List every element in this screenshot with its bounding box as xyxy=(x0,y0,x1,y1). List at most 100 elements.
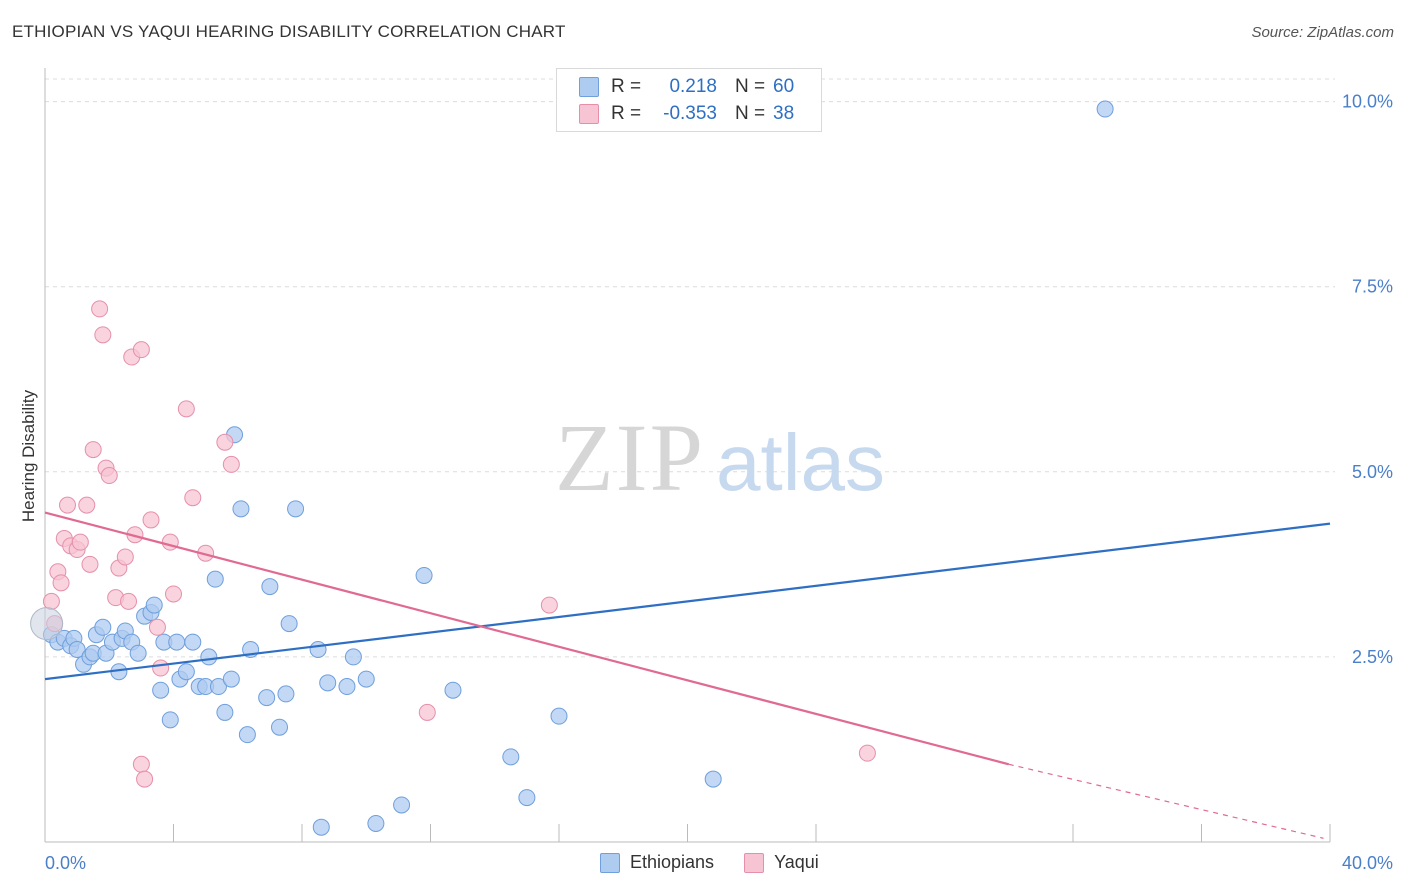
data-point-yaqui xyxy=(148,618,166,636)
data-point-yaqui xyxy=(132,341,150,359)
y-axis-label: Hearing Disability xyxy=(19,389,38,522)
data-point-ethiopians xyxy=(258,689,276,707)
data-point-yaqui xyxy=(540,596,558,614)
series-legend-ethiopians[interactable]: Ethiopians xyxy=(600,852,714,873)
trend-lines xyxy=(44,511,1331,839)
data-point-ethiopians xyxy=(1096,100,1114,118)
series-label-yaqui: Yaqui xyxy=(774,852,819,872)
y-tick-label: 10.0% xyxy=(1342,92,1393,112)
data-point-yaqui xyxy=(152,659,170,677)
data-point-yaqui xyxy=(184,489,202,507)
series-label-ethiopians: Ethiopians xyxy=(630,852,715,872)
watermark-atlas: atlas xyxy=(716,418,885,507)
data-point-yaqui xyxy=(91,300,109,318)
y-tick-label: 5.0% xyxy=(1352,462,1393,482)
data-point-yaqui xyxy=(42,592,60,610)
data-point-ethiopians xyxy=(216,703,234,721)
data-point-ethiopians xyxy=(222,670,240,688)
data-point-yaqui xyxy=(84,441,102,459)
data-point-ethiopians xyxy=(232,500,250,518)
data-point-ethiopians xyxy=(129,644,147,662)
data-point-yaqui xyxy=(177,400,195,418)
legend-r-value: 0.218 xyxy=(669,76,717,97)
data-point-ethiopians xyxy=(152,681,170,699)
data-points xyxy=(30,100,1114,836)
data-point-ethiopians xyxy=(261,578,279,596)
data-point-ethiopians xyxy=(550,707,568,725)
data-point-ethiopians xyxy=(168,633,186,651)
y-tick-label: 2.5% xyxy=(1352,647,1393,667)
data-point-yaqui xyxy=(116,548,134,566)
data-point-ethiopians xyxy=(280,615,298,633)
chart-title: ETHIOPIAN VS YAQUI HEARING DISABILITY CO… xyxy=(12,22,566,41)
series-legend: Ethiopians Yaqui xyxy=(600,852,849,873)
legend-n-value: 60 xyxy=(773,76,795,97)
data-point-ethiopians xyxy=(444,681,462,699)
trend-line-yaqui xyxy=(44,511,1010,766)
data-point-ethiopians xyxy=(161,711,179,729)
data-point-yaqui xyxy=(132,755,150,773)
data-point-ethiopians xyxy=(200,648,218,666)
data-point-yaqui xyxy=(120,592,138,610)
correlation-legend: R = 0.218 N = 60 R = -0.353 N = 38 xyxy=(556,68,822,132)
data-point-ethiopians xyxy=(309,641,327,658)
data-point-yaqui xyxy=(858,744,876,762)
legend-r-label: R = xyxy=(611,103,642,124)
data-point-ethiopians xyxy=(277,685,295,703)
data-point-ethiopians xyxy=(206,570,224,588)
data-point-yaqui xyxy=(52,574,70,592)
gridlines xyxy=(45,78,1335,658)
data-point-ethiopians xyxy=(209,678,227,696)
legend-r-value: -0.353 xyxy=(663,103,717,124)
data-point-ethiopians xyxy=(367,814,385,832)
y-tick-label: 7.5% xyxy=(1352,277,1393,297)
x-tick-label: 40.0% xyxy=(1342,853,1393,873)
data-point-ethiopians xyxy=(415,566,433,584)
data-point-yaqui xyxy=(418,703,436,721)
data-point-yaqui xyxy=(100,467,118,485)
data-point-yaqui xyxy=(71,533,89,551)
data-point-yaqui xyxy=(222,455,240,473)
legend-swatch-yaqui xyxy=(579,104,599,124)
data-point-ethiopians xyxy=(393,796,411,814)
source-label: Source: ZipAtlas.com xyxy=(1251,24,1394,41)
data-point-ethiopians xyxy=(312,818,330,836)
watermark: ZIP atlas xyxy=(555,404,885,511)
data-point-ethiopians xyxy=(344,648,362,666)
data-point-ethiopians xyxy=(319,674,337,692)
trend-line-ethiopians xyxy=(44,522,1331,681)
series-swatch-ethiopians xyxy=(600,852,620,873)
data-point-ethiopians xyxy=(338,678,356,696)
legend-n-label: N = xyxy=(735,103,766,124)
legend-n-value: 38 xyxy=(773,103,795,124)
data-point-yaqui xyxy=(78,496,96,514)
series-legend-yaqui[interactable]: Yaqui xyxy=(744,852,819,873)
legend-swatch-ethiopians xyxy=(579,77,599,97)
legend-row-ethiopians: R = 0.218 N = 60 xyxy=(579,75,794,99)
data-point-cluster xyxy=(30,607,64,641)
data-point-ethiopians xyxy=(357,670,375,688)
data-point-yaqui xyxy=(136,770,154,788)
data-point-yaqui xyxy=(58,496,76,514)
data-point-yaqui xyxy=(165,585,182,603)
data-point-ethiopians xyxy=(238,726,256,744)
data-point-yaqui xyxy=(94,326,112,344)
legend-n-label: N = xyxy=(735,76,766,97)
data-point-ethiopians xyxy=(177,663,195,681)
data-point-yaqui xyxy=(142,511,160,529)
legend-row-yaqui: R = -0.353 N = 38 xyxy=(579,102,794,126)
data-point-ethiopians xyxy=(287,500,305,518)
trend-line-extension-yaqui xyxy=(1008,763,1324,839)
data-point-ethiopians xyxy=(518,789,536,807)
series-swatch-yaqui xyxy=(744,852,765,873)
data-point-yaqui xyxy=(81,555,99,573)
data-point-ethiopians xyxy=(68,641,86,658)
data-point-yaqui xyxy=(216,433,234,451)
data-point-ethiopians xyxy=(94,618,112,636)
data-point-ethiopians xyxy=(502,748,520,766)
data-point-ethiopians xyxy=(704,770,722,788)
data-point-ethiopians xyxy=(145,596,163,614)
data-point-ethiopians xyxy=(184,633,202,651)
axes xyxy=(44,68,1331,843)
